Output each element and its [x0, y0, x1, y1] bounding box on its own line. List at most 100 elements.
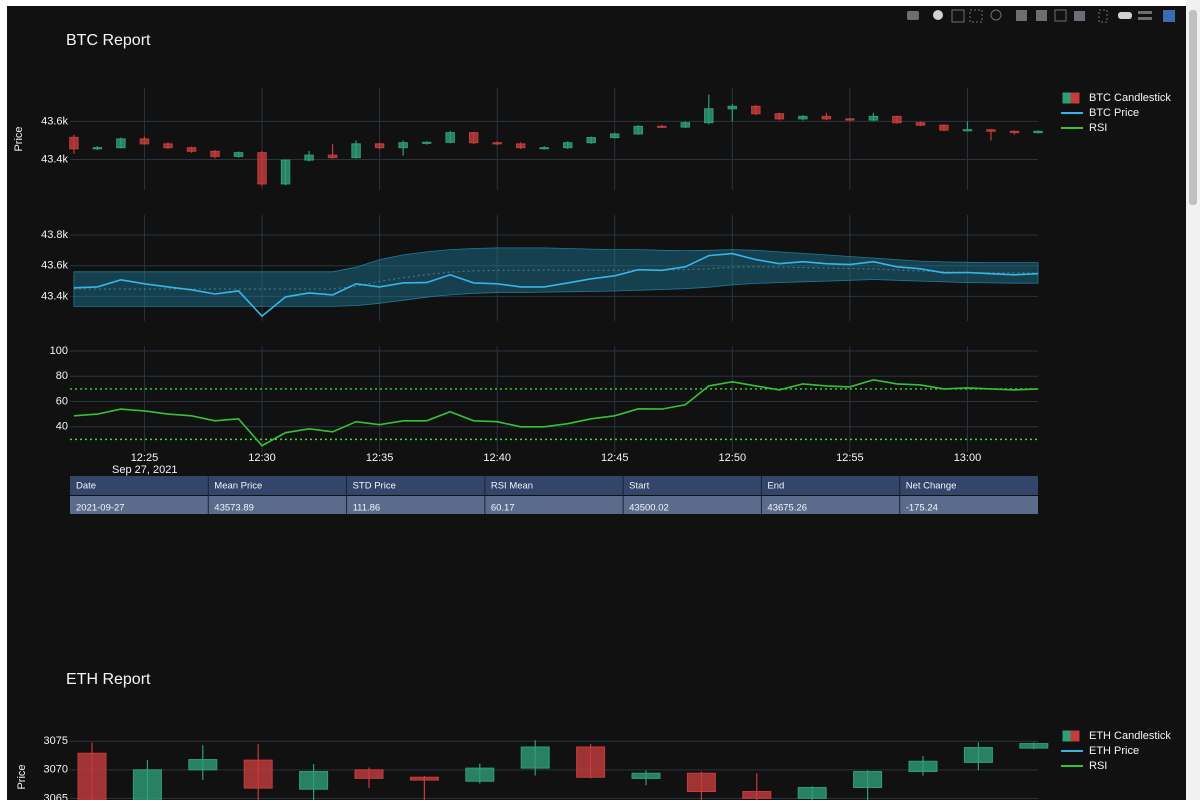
line-series — [73, 252, 1039, 318]
x-tick-label: 12:55 — [836, 452, 864, 464]
candle-body — [586, 137, 596, 144]
y-tick-label: 43.8k — [41, 229, 68, 241]
scrollbar-thumb[interactable] — [1189, 10, 1197, 205]
candle-body — [915, 122, 926, 126]
legend-swatch-down — [1070, 730, 1080, 742]
candle-body — [304, 154, 314, 161]
candle-body — [797, 787, 827, 799]
modebar-box-select[interactable] — [969, 9, 983, 23]
candle-body — [963, 747, 993, 763]
candle-body — [562, 142, 573, 149]
candle-body — [445, 132, 455, 143]
x-tick-label: 12:50 — [719, 452, 747, 464]
btc-y-axis-title: Price — [13, 126, 25, 151]
candle-body — [1019, 743, 1049, 749]
candle-body — [299, 771, 329, 790]
legend-swatch-up — [1062, 730, 1072, 742]
table-cell: 2021-09-27 — [76, 503, 125, 514]
candle-body — [468, 132, 479, 144]
candle-body — [774, 113, 785, 120]
candle-body — [610, 133, 620, 139]
x-tick-label: 13:00 — [954, 452, 982, 464]
candle-body — [186, 147, 197, 152]
y-tick-label: 80 — [56, 370, 68, 382]
x-tick-label: 12:25 — [131, 452, 159, 464]
candle-body — [868, 115, 879, 121]
modebar-pan[interactable] — [951, 9, 965, 23]
modebar-camera[interactable] — [907, 11, 919, 20]
candle-body — [821, 115, 832, 120]
modebar-hover-closest[interactable] — [1118, 12, 1132, 19]
y-tick-label: 3075 — [44, 735, 68, 747]
candle-body — [409, 776, 439, 781]
candle-body — [132, 769, 162, 800]
candle-body — [421, 141, 432, 144]
modebar-reset[interactable] — [1074, 11, 1085, 21]
candle-body — [163, 143, 173, 149]
y-tick-label: 43.4k — [41, 153, 68, 165]
modebar-autoscale[interactable] — [1054, 9, 1067, 22]
modebar-zoom-in[interactable] — [1016, 10, 1027, 21]
candle-body — [351, 143, 361, 159]
modebar-spikelines[interactable] — [1098, 9, 1108, 23]
candle-body — [962, 129, 973, 132]
table-cell: 43675.26 — [767, 503, 807, 514]
table-cell: 111.86 — [353, 503, 381, 514]
modebar-hover-compare-2 — [1138, 17, 1152, 20]
candle-body — [798, 115, 808, 120]
y-tick-label: 43.6k — [41, 260, 68, 272]
table-header-cell: Mean Price — [214, 481, 262, 492]
table-cell: 43573.89 — [214, 503, 254, 514]
modebar-zoom-out[interactable] — [1036, 10, 1047, 21]
candle-body — [939, 124, 949, 131]
y-tick-label: 43.6k — [41, 115, 68, 127]
candle-body — [657, 125, 667, 128]
modebar-hover-compare[interactable] — [1138, 11, 1152, 14]
legend-swatch-up — [1062, 92, 1072, 104]
candle-body — [520, 746, 550, 769]
modebar-zoom[interactable] — [933, 10, 943, 20]
candle-body — [986, 129, 996, 132]
candle-body — [280, 159, 291, 185]
candle-body — [845, 118, 855, 121]
y-tick-label: 3065 — [44, 792, 68, 800]
modebar-lasso[interactable] — [990, 9, 1002, 21]
candle-body — [633, 125, 643, 135]
candle-body — [704, 108, 714, 124]
candle-body — [92, 147, 103, 150]
modebar-plotly-logo[interactable] — [1163, 10, 1175, 22]
candle-body — [576, 746, 606, 778]
candle-body — [210, 150, 220, 157]
y-tick-label: 100 — [50, 345, 68, 357]
legend-label: BTC Candlestick — [1089, 92, 1171, 104]
table-cell: -175.24 — [906, 503, 938, 514]
candle-body — [69, 136, 79, 150]
table-cell: 43500.02 — [629, 503, 669, 514]
candle-body — [742, 791, 772, 799]
table-header-cell: STD Price — [353, 481, 396, 492]
table-header-cell: End — [767, 481, 784, 492]
legend-label: RSI — [1089, 122, 1107, 134]
candle-body — [77, 752, 107, 800]
candle-body — [139, 138, 150, 145]
candle-body — [686, 772, 716, 793]
candle-body — [539, 147, 549, 150]
table-header-bg — [70, 476, 1038, 495]
legend-label: RSI — [1089, 760, 1107, 772]
candle-body — [465, 767, 495, 782]
y-tick-label: 60 — [56, 395, 68, 407]
x-tick-label: 12:45 — [601, 452, 629, 464]
table-header-cell: RSI Mean — [491, 481, 533, 492]
candle-body — [853, 771, 883, 789]
candle-body — [116, 138, 126, 149]
candle-body — [680, 122, 691, 128]
x-date-label: Sep 27, 2021 — [112, 464, 177, 476]
table-row-bg — [70, 496, 1038, 514]
legend-label: ETH Candlestick — [1089, 730, 1171, 742]
y-tick-label: 43.4k — [41, 290, 68, 302]
candle-body — [492, 142, 502, 145]
candle-body — [374, 143, 385, 149]
legend-label: ETH Price — [1089, 745, 1139, 757]
